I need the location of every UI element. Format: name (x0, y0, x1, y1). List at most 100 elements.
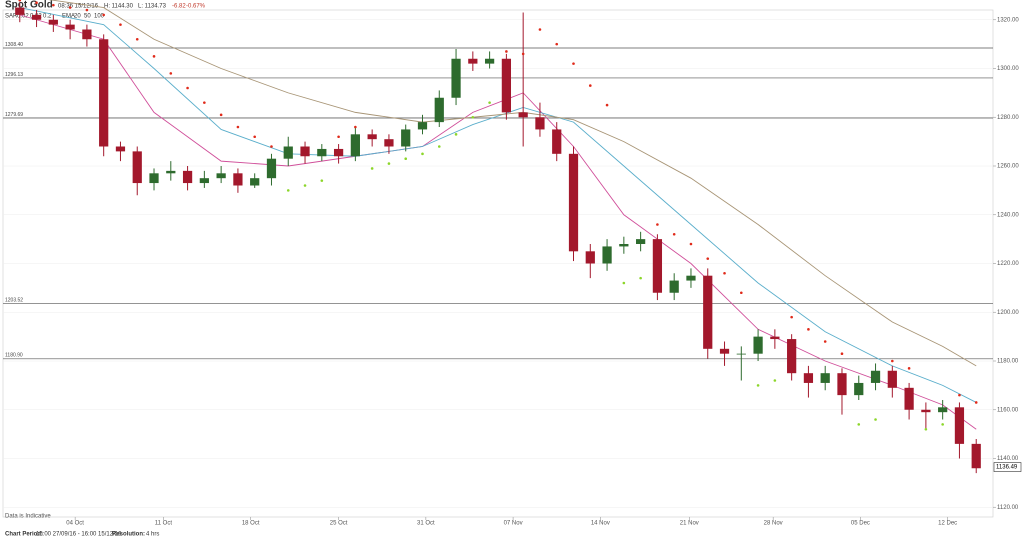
y-tick-label: 1140.00 (997, 456, 1019, 462)
y-tick-label: 1280.00 (997, 115, 1019, 121)
x-tick-label: 18 Oct (242, 521, 260, 527)
chart-title: Spot Gold (5, 0, 53, 11)
candle-body (820, 373, 830, 383)
sar-dot (286, 189, 290, 192)
sar-param: 0.02 (17, 14, 29, 20)
sar-dot (454, 133, 458, 136)
legend-entry: 100 (94, 14, 105, 20)
candle-body (233, 173, 243, 186)
candle-body (854, 382, 864, 396)
sar-dot (874, 418, 877, 421)
candle-body (115, 146, 126, 152)
sar-dot (756, 384, 760, 387)
change: -6.82 (172, 4, 186, 10)
sar-dot (807, 328, 810, 331)
sar-dot (303, 184, 307, 187)
candle-body (484, 58, 495, 64)
level-label: 1180.90 (5, 353, 23, 359)
sar-dot (706, 257, 710, 260)
x-tick-label: 21 Nov (680, 521, 699, 527)
candle-body (48, 19, 58, 25)
sar-dot (488, 101, 491, 104)
sar-dot (471, 115, 475, 119)
candle-body (837, 373, 847, 396)
candle-body (82, 29, 92, 40)
sar-dot (253, 135, 256, 139)
sar-dot (958, 393, 961, 397)
sar-dot (152, 55, 156, 58)
y-tick-label: 1220.00 (997, 261, 1019, 267)
level-label: 1203.52 (5, 297, 23, 303)
level-label: 1296.13 (5, 72, 23, 78)
sar-dot (85, 8, 89, 12)
candle-body (518, 112, 528, 118)
candle-body (686, 275, 696, 281)
ema-line (48, 0, 977, 367)
candle-body (703, 275, 713, 349)
candle-body (300, 146, 310, 157)
sar-dot (437, 145, 441, 148)
candle-body (367, 134, 377, 140)
ema-label: EMA (62, 14, 75, 20)
candle-body (803, 373, 814, 383)
x-tick-label: 11 Oct (155, 521, 173, 527)
sar-dot (857, 423, 861, 426)
sar-dot (656, 223, 659, 226)
y-tick-label: 1300.00 (997, 66, 1019, 72)
sar-dot (387, 162, 391, 165)
candle-body (182, 170, 193, 184)
sar-dot (555, 42, 559, 46)
sar-dot (924, 427, 928, 431)
sar-dot (823, 340, 827, 343)
candle-body (954, 407, 965, 444)
candle-body (417, 122, 428, 130)
sar-dot (320, 179, 324, 182)
candle-body (552, 129, 562, 154)
sar-dot (52, 3, 55, 7)
candle-body (283, 146, 293, 159)
y-tick-label: 1160.00 (997, 407, 1019, 413)
candle-body (753, 336, 763, 354)
x-tick-label: 31 Oct (417, 521, 435, 527)
candle-body (669, 280, 679, 293)
sar-dot (119, 23, 122, 26)
resolution: 4 hrs (146, 532, 159, 538)
candle-body (250, 178, 260, 186)
candle-body (15, 7, 25, 15)
sar-dot (773, 379, 777, 382)
candle-body (132, 151, 142, 184)
level-label: 1279.69 (5, 112, 23, 118)
y-tick-label: 1120.00 (997, 505, 1019, 511)
x-tick-label: 04 Oct (66, 521, 84, 527)
candle-body (216, 173, 226, 179)
high: H: 1144.30 (104, 4, 134, 10)
candle-body (333, 148, 344, 157)
sar-dot (354, 125, 357, 129)
sar-dot (521, 52, 525, 56)
sar-dot (186, 86, 189, 90)
period: 16:00 27/09/16 - 16:00 15/12/16 (36, 532, 122, 538)
x-tick-label: 25 Oct (330, 521, 348, 527)
resolution-label: Resolution: (112, 532, 145, 538)
y-tick-label: 1320.00 (997, 17, 1019, 23)
candle-body (65, 24, 75, 30)
sar-dot (219, 113, 223, 117)
sar-dot (370, 167, 374, 170)
sar-dot (907, 367, 911, 370)
sar-dot (639, 276, 642, 280)
sar-label: SAR (5, 14, 18, 20)
ema-line (19, 7, 977, 403)
sar-dot (723, 271, 726, 275)
time: 08:36 15/12/16 (58, 4, 99, 10)
sar-param: 0.2 (43, 14, 52, 20)
candle-body (317, 148, 327, 157)
candle-body (887, 370, 897, 388)
legend-entry: 50 (84, 14, 91, 20)
sar-dot (337, 135, 340, 139)
candle-body (568, 153, 579, 252)
candle-body (384, 139, 394, 147)
sar-dot (68, 6, 72, 9)
x-tick-label: 12 Dec (938, 521, 957, 527)
sar-dot (538, 28, 542, 31)
